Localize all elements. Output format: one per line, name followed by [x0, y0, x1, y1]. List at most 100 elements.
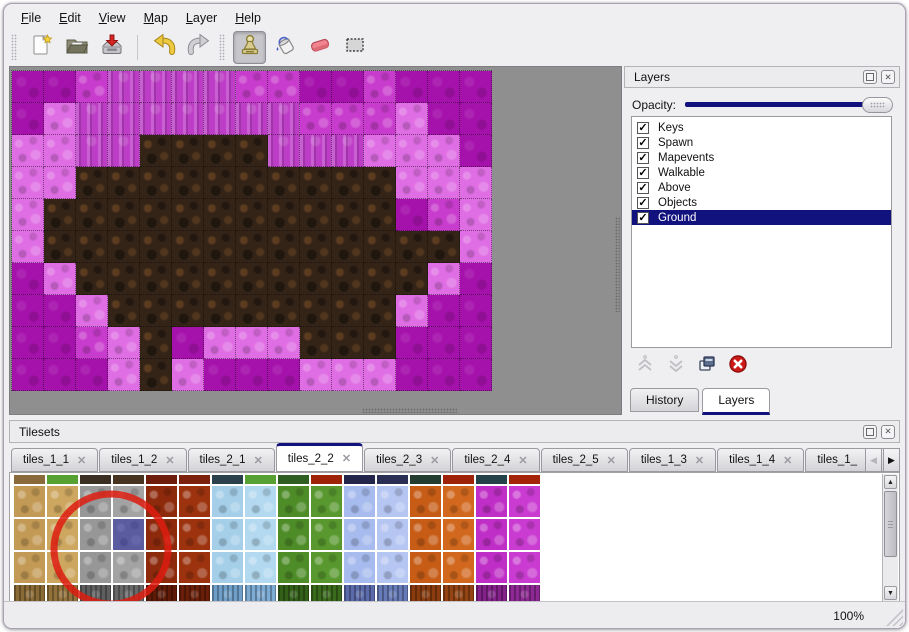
map-tile[interactable]: [204, 103, 236, 135]
map-tile[interactable]: [76, 71, 108, 103]
tab-close-icon[interactable]: ✕: [694, 454, 705, 467]
float-panel-button[interactable]: [863, 424, 877, 439]
tileset-tile[interactable]: [80, 552, 111, 583]
tab-close-icon[interactable]: ✕: [518, 454, 528, 467]
tileset-tile[interactable]: [245, 519, 276, 550]
map-tile[interactable]: [428, 135, 460, 167]
map-tile[interactable]: [44, 359, 76, 391]
tileset-tile[interactable]: [377, 486, 408, 517]
tab-close-icon[interactable]: ✕: [430, 454, 440, 467]
tileset-content[interactable]: ▲ ▼: [9, 472, 900, 603]
tab-close-icon[interactable]: ✕: [165, 454, 175, 467]
map-tile[interactable]: [76, 327, 108, 359]
map-tile[interactable]: [44, 231, 76, 263]
map-tile[interactable]: [204, 327, 236, 359]
map-vscrollbar[interactable]: [615, 217, 620, 312]
lower-layer-button[interactable]: [664, 354, 688, 378]
tileset-tile-sliver[interactable]: [443, 475, 474, 484]
map-tile[interactable]: [332, 71, 364, 103]
tileset-tile[interactable]: [179, 552, 210, 583]
tab-close-icon[interactable]: ✕: [341, 453, 352, 465]
toolbar-drag-handle[interactable]: [219, 34, 225, 60]
new-map-button[interactable]: [25, 31, 58, 64]
menu-view[interactable]: View: [98, 11, 126, 25]
tileset-tab-tiles_1_4[interactable]: tiles_1_4 ✕: [717, 448, 805, 472]
map-tile[interactable]: [204, 295, 236, 327]
tileset-tile-sliver[interactable]: [344, 475, 375, 484]
map-tile[interactable]: [460, 199, 492, 231]
map-tile[interactable]: [396, 167, 428, 199]
tileset-tile[interactable]: [278, 585, 309, 602]
map-tile[interactable]: [460, 295, 492, 327]
tileset-tile[interactable]: [443, 486, 474, 517]
map-tile[interactable]: [364, 71, 396, 103]
layer-visibility-checkbox[interactable]: ✓: [637, 121, 649, 134]
map-tile[interactable]: [332, 167, 364, 199]
map-tile[interactable]: [12, 167, 44, 199]
map-tile[interactable]: [428, 359, 460, 391]
map-tile[interactable]: [44, 327, 76, 359]
layer-row-objects[interactable]: ✓ Objects: [632, 195, 891, 210]
scroll-up-button[interactable]: ▲: [884, 475, 897, 489]
map-tile[interactable]: [460, 135, 492, 167]
map-tile[interactable]: [204, 135, 236, 167]
toolbar-drag-handle[interactable]: [11, 34, 17, 60]
map-tile[interactable]: [428, 327, 460, 359]
map-tile[interactable]: [300, 167, 332, 199]
map-tile[interactable]: [300, 71, 332, 103]
map-tile[interactable]: [140, 199, 172, 231]
map-tile[interactable]: [140, 167, 172, 199]
map-tile[interactable]: [396, 263, 428, 295]
map-tile[interactable]: [140, 71, 172, 103]
map-tile[interactable]: [140, 295, 172, 327]
map-tile[interactable]: [396, 135, 428, 167]
map-tile[interactable]: [268, 263, 300, 295]
map-tile[interactable]: [12, 71, 44, 103]
layer-row-keys[interactable]: ✓ Keys: [632, 120, 891, 135]
tileset-tile[interactable]: [47, 519, 78, 550]
map-tile[interactable]: [236, 327, 268, 359]
map-tile[interactable]: [12, 103, 44, 135]
tileset-tile[interactable]: [443, 552, 474, 583]
map-tile[interactable]: [108, 71, 140, 103]
tab-close-icon[interactable]: ✕: [77, 454, 87, 467]
map-tile[interactable]: [332, 295, 364, 327]
opacity-slider[interactable]: [685, 96, 893, 113]
menu-layer[interactable]: Layer: [185, 11, 218, 25]
map-tile[interactable]: [172, 327, 204, 359]
tileset-tile[interactable]: [344, 585, 375, 602]
map-tile[interactable]: [140, 231, 172, 263]
map-tile[interactable]: [44, 295, 76, 327]
map-tile[interactable]: [460, 71, 492, 103]
tileset-tile[interactable]: [278, 519, 309, 550]
map-tile[interactable]: [76, 199, 108, 231]
close-panel-button[interactable]: ✕: [881, 424, 895, 439]
map-tile[interactable]: [172, 167, 204, 199]
map-tile[interactable]: [44, 71, 76, 103]
tileset-tile-sliver[interactable]: [47, 475, 78, 484]
map-tile[interactable]: [204, 71, 236, 103]
map-tile[interactable]: [108, 359, 140, 391]
menu-map[interactable]: Map: [143, 11, 168, 25]
map-tile[interactable]: [428, 263, 460, 295]
map-tile[interactable]: [140, 327, 172, 359]
scrollbar-thumb[interactable]: [884, 491, 897, 557]
tileset-tile[interactable]: [245, 585, 276, 602]
panel-tab-layers[interactable]: Layers: [702, 388, 771, 415]
map-tile[interactable]: [108, 103, 140, 135]
tileset-tile[interactable]: [14, 585, 45, 602]
fill-tool-button[interactable]: [268, 31, 301, 64]
tileset-tile-sliver[interactable]: [146, 475, 177, 484]
map-tile[interactable]: [364, 359, 396, 391]
map-tile[interactable]: [396, 103, 428, 135]
layer-visibility-checkbox[interactable]: ✓: [637, 136, 649, 149]
map-tile[interactable]: [460, 263, 492, 295]
map-tile[interactable]: [12, 327, 44, 359]
tab-close-icon[interactable]: ✕: [606, 454, 616, 467]
map-canvas[interactable]: [11, 70, 492, 391]
tileset-tile[interactable]: [344, 519, 375, 550]
map-tile[interactable]: [364, 167, 396, 199]
menu-edit[interactable]: Edit: [59, 11, 81, 25]
map-tile[interactable]: [300, 359, 332, 391]
tileset-tile[interactable]: [14, 519, 45, 550]
